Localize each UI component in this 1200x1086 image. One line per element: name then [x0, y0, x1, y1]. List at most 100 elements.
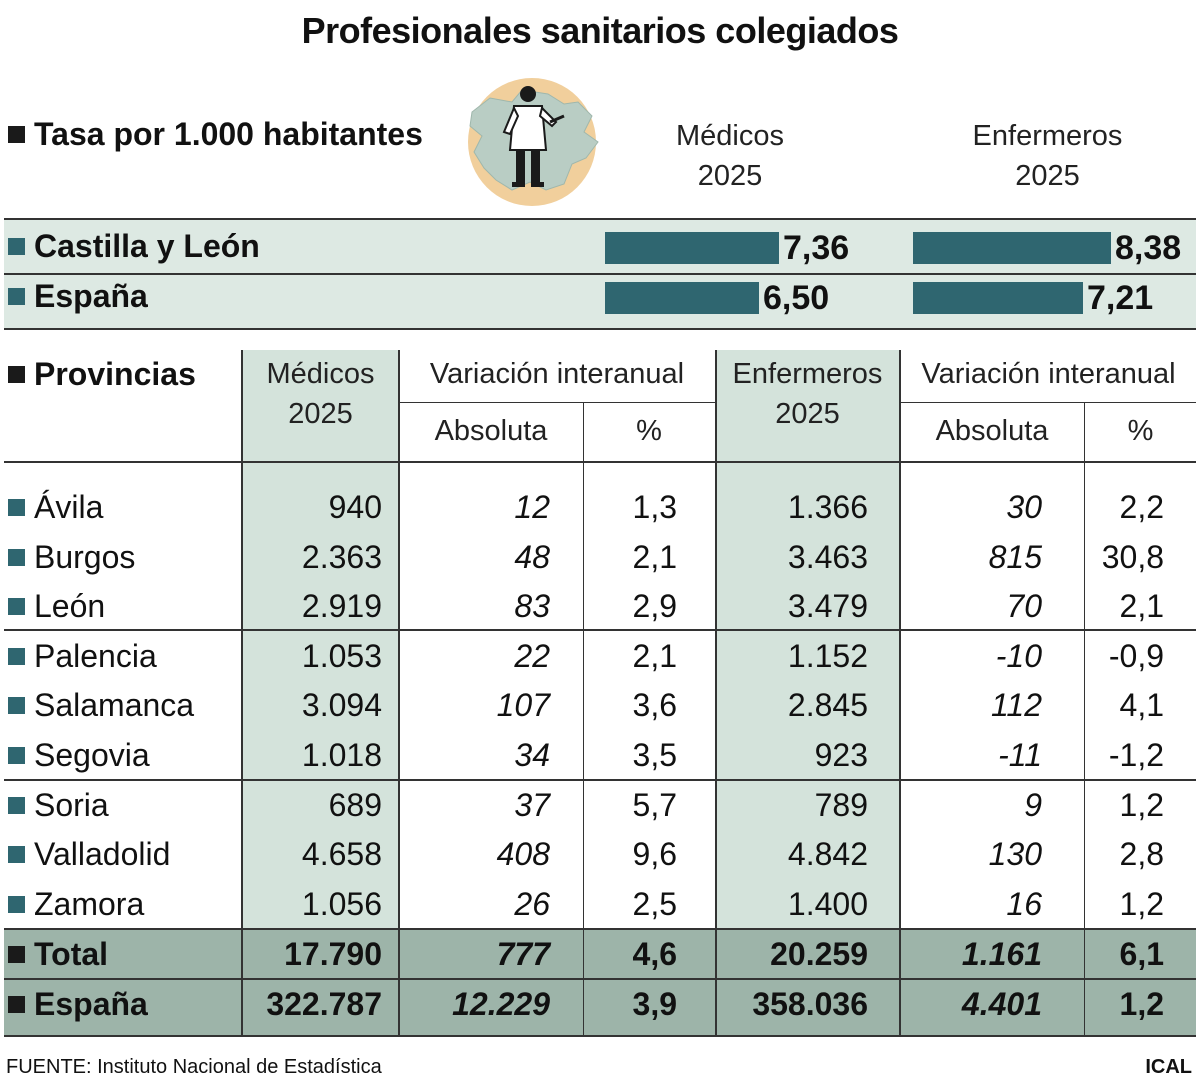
- row-label: Soria: [8, 781, 109, 829]
- cell-enfermeros-pct: 2,2: [1119, 489, 1164, 525]
- cell-medicos: 322.787: [266, 986, 382, 1022]
- cell-enfermeros-abs: 30: [1006, 489, 1042, 525]
- cell-medicos: 689: [328, 787, 382, 823]
- cell-medicos-abs: 777: [496, 936, 550, 972]
- table-variation-header-enfermeros: Variación interanual: [921, 358, 1176, 390]
- cell-enfermeros: 20.259: [770, 936, 868, 972]
- rate-enfermeros-header: Enfermeros: [972, 120, 1123, 152]
- divider: [399, 402, 716, 403]
- summary-band: [4, 929, 1196, 1036]
- cell-medicos: 2.919: [301, 588, 382, 624]
- cell-medicos-pct: 3,5: [632, 737, 677, 773]
- bar-enfermeros-espana: [913, 282, 1083, 314]
- cell-medicos-pct: 1,3: [632, 489, 677, 525]
- cell-enfermeros: 1.152: [787, 638, 868, 674]
- cell-medicos-abs: 26: [514, 886, 550, 922]
- cell-medicos-pct: 4,6: [632, 936, 677, 972]
- cell-enfermeros-abs: 130: [988, 836, 1042, 872]
- bar-label-medicos-castilla: 7,36: [783, 229, 850, 267]
- divider: [900, 402, 1196, 403]
- rate-section-heading: Tasa por 1.000 habitantes: [8, 116, 423, 153]
- row-label: Segovia: [8, 731, 150, 779]
- cell-medicos-pct: 3,9: [632, 986, 677, 1022]
- divider: [715, 350, 717, 1036]
- row-label: Valladolid: [8, 830, 170, 878]
- divider: [583, 402, 584, 1036]
- cell-medicos-abs: 83: [514, 588, 550, 624]
- divider: [899, 350, 901, 1036]
- cell-enfermeros-pct: 1,2: [1119, 787, 1164, 823]
- cell-enfermeros-pct: 2,1: [1119, 588, 1164, 624]
- cell-medicos-pct: 2,1: [632, 539, 677, 575]
- divider: [1084, 402, 1085, 1036]
- cell-enfermeros: 2.845: [787, 687, 868, 723]
- cell-medicos-abs: 37: [514, 787, 550, 823]
- cell-enfermeros-pct: 4,1: [1119, 687, 1164, 723]
- cell-medicos: 3.094: [301, 687, 382, 723]
- cell-medicos-pct: 2,5: [632, 886, 677, 922]
- bar-enfermeros-castilla: [913, 232, 1111, 264]
- cell-enfermeros-abs: 70: [1006, 588, 1042, 624]
- cell-enfermeros-abs: 815: [988, 539, 1042, 575]
- bar-label-enfermeros-castilla: 8,38: [1115, 229, 1182, 267]
- cell-medicos: 940: [328, 489, 382, 525]
- cell-medicos-abs: 12.229: [452, 986, 550, 1022]
- cell-medicos: 1.056: [301, 886, 382, 922]
- cell-medicos: 1.053: [301, 638, 382, 674]
- table-abs-header-enfermeros: Absoluta: [935, 415, 1049, 447]
- cell-medicos-pct: 9,6: [632, 836, 677, 872]
- row-label: Zamora: [8, 880, 144, 928]
- divider: [4, 928, 1196, 930]
- cell-enfermeros: 358.036: [752, 986, 868, 1022]
- cell-medicos: 1.018: [301, 737, 382, 773]
- enfermeros-column-band: [716, 350, 899, 930]
- cell-enfermeros-pct: -1,2: [1108, 737, 1164, 773]
- table-medicos-header: Médicos: [266, 358, 375, 390]
- divider: [4, 779, 1196, 781]
- cell-medicos-abs: 48: [514, 539, 550, 575]
- divider: [4, 328, 1196, 330]
- cell-medicos: 2.363: [301, 539, 382, 575]
- divider: [241, 350, 243, 1036]
- row-label: León: [8, 582, 105, 630]
- cell-medicos: 17.790: [284, 936, 382, 972]
- cell-enfermeros-pct: 30,8: [1101, 539, 1164, 575]
- cell-enfermeros-pct: 2,8: [1119, 836, 1164, 872]
- divider: [398, 350, 400, 1036]
- bar-label-enfermeros-espana: 7,21: [1087, 279, 1154, 317]
- cell-medicos-abs: 408: [496, 836, 550, 872]
- cell-enfermeros-pct: 1,2: [1119, 986, 1164, 1022]
- cell-medicos-pct: 2,9: [632, 588, 677, 624]
- table-medicos-year: 2025: [288, 398, 353, 430]
- row-label: Palencia: [8, 632, 157, 680]
- cell-medicos-abs: 34: [514, 737, 550, 773]
- rate-row-label-espana: España: [8, 278, 148, 315]
- cell-medicos-abs: 22: [514, 638, 550, 674]
- divider: [4, 218, 1196, 220]
- cell-enfermeros-abs: 4.401: [961, 986, 1042, 1022]
- cell-enfermeros: 789: [814, 787, 868, 823]
- cell-enfermeros-abs: 112: [990, 687, 1042, 723]
- cell-enfermeros-pct: 1,2: [1119, 886, 1164, 922]
- rate-medicos-header: Médicos: [676, 120, 784, 152]
- cell-enfermeros-abs: 9: [1024, 787, 1042, 823]
- cell-medicos: 4.658: [301, 836, 382, 872]
- cell-enfermeros: 1.400: [787, 886, 868, 922]
- medicos-column-band: [243, 350, 398, 930]
- rate-medicos-year: 2025: [697, 160, 763, 192]
- cell-medicos-pct: 5,7: [632, 787, 677, 823]
- row-label: Burgos: [8, 533, 135, 581]
- bar-label-medicos-espana: 6,50: [763, 279, 830, 317]
- cell-enfermeros: 3.463: [787, 539, 868, 575]
- table-pct-header-enfermeros: %: [1127, 415, 1154, 447]
- cell-medicos-abs: 12: [514, 489, 550, 525]
- divider: [4, 1035, 1196, 1037]
- cell-medicos-abs: 107: [496, 687, 550, 723]
- cell-enfermeros: 4.842: [787, 836, 868, 872]
- doctor-on-map-icon: [468, 78, 599, 206]
- bar-medicos-castilla: [605, 232, 779, 264]
- bar-medicos-espana: [605, 282, 759, 314]
- row-label: Ávila: [8, 483, 103, 531]
- cell-enfermeros: 923: [814, 737, 868, 773]
- cell-enfermeros: 1.366: [787, 489, 868, 525]
